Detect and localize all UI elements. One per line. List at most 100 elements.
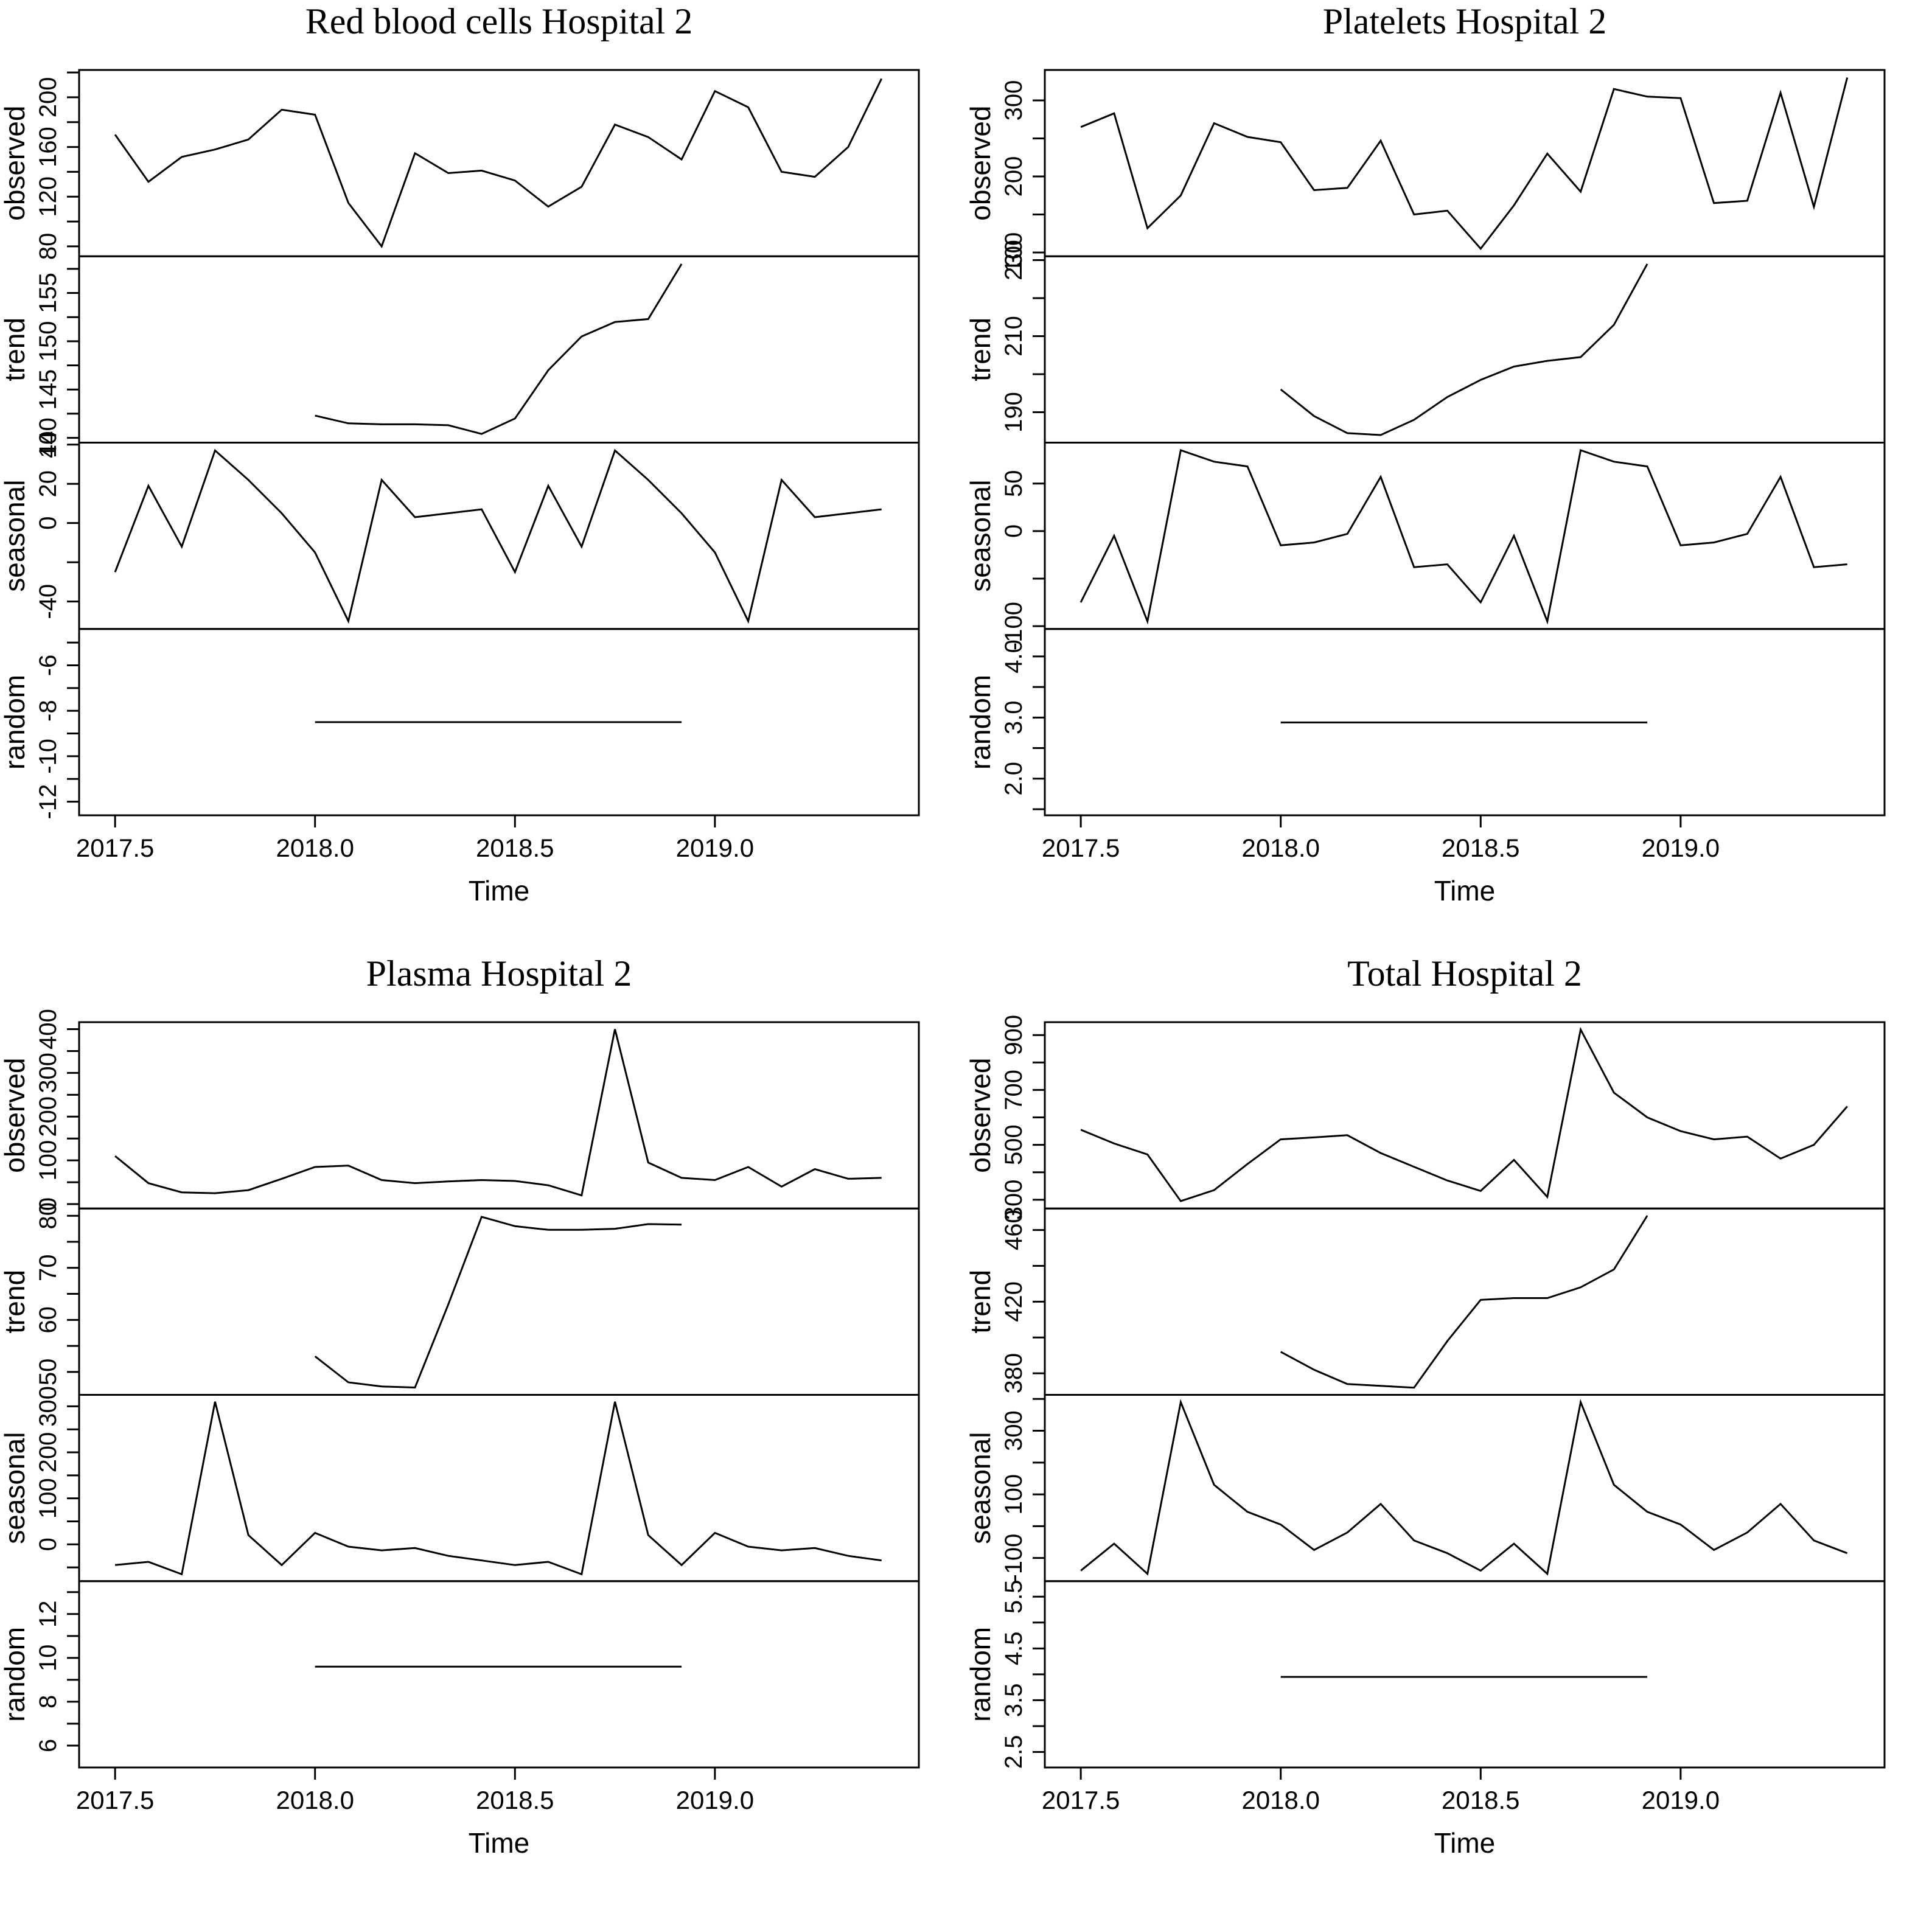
y-tick-label: 200 [1000,156,1027,197]
observed-line [1080,1026,1848,1202]
panel-box-seasonal [1044,442,1886,630]
plot-plasma-hospital-2: Plasma Hospital 2 observed 0 100 200 300 400 tr… [0,952,966,1905]
panel-label-trend: trend [0,1270,30,1334]
y-tick-label: 60 [35,1306,61,1334]
seasonal-line [1079,449,1847,625]
plot-total-hospital-2: Total Hospital 2 observed 300 500 700 900 tren… [966,952,1932,1905]
y-tick-label: 100 [1000,232,1027,273]
x-tick-label: 2018.5 [476,834,554,862]
figure-svg: Total Hospital 2 observed 300 500 700 900 tren… [966,953,1886,1859]
panel-label-trend: trend [966,1270,996,1334]
y-tick-label: 420 [1000,1281,1027,1322]
x-tick-label: 2018.0 [1241,834,1319,862]
y-tick-label: 100 [35,1478,61,1519]
y-tick-label: 380 [1000,1353,1027,1394]
y-tick-label: 300 [35,1053,61,1093]
x-axis-title: Time [1434,875,1496,907]
y-tick-label: 145 [35,369,61,410]
observed-line [114,78,883,248]
y-tick-label: 12 [35,1601,61,1628]
y-tick-label: 150 [35,321,61,362]
panel-label-random: random [966,675,996,770]
y-tick-label: 0 [35,1197,61,1211]
panel-box-trend [78,255,920,444]
y-tick-label: 200 [35,1432,61,1473]
y-tick-label: 70 [35,1255,61,1282]
figure-title: Total Hospital 2 [1347,953,1582,994]
seasonal-line [114,448,882,624]
y-tick-label: -100 [1000,1534,1027,1583]
y-tick-label: 20 [35,470,61,498]
y-tick-label: 50 [35,1359,61,1386]
y-tick-label: 10 [35,1645,61,1672]
seasonal-line [1080,1399,1848,1576]
y-tick-label: 0 [35,517,61,530]
y-tick-label: 80 [35,233,61,260]
panel-box-random [78,628,920,817]
y-tick-label: 160 [35,127,61,167]
y-tick-label: 120 [35,176,61,217]
x-tick-label: 2018.0 [276,1786,354,1814]
x-axis-title: Time [469,1827,530,1859]
panel-label-observed: observed [0,106,30,221]
x-tick-label: 2018.5 [1442,834,1519,862]
panel-box-random [1044,1580,1886,1769]
y-tick-label: 200 [35,1096,61,1137]
y-tick-label: 2.5 [1000,1735,1027,1769]
y-tick-label: 460 [1000,1210,1027,1250]
x-tick-label: 2019.0 [676,1786,754,1814]
figure-title: Red blood cells Hospital 2 [305,1,693,41]
figure-title: Plasma Hospital 2 [366,953,632,994]
x-tick-label: 2018.5 [1442,1786,1519,1814]
x-tick-label: 2017.5 [1042,1786,1120,1814]
y-tick-label: 230 [1000,240,1027,280]
panel-label-observed: observed [0,1058,30,1173]
y-tick-label: 155 [35,273,61,313]
panel-box-seasonal [78,442,920,630]
y-tick-label: 300 [1000,1410,1027,1451]
panel-box-trend [1044,1207,1886,1396]
x-tick-label: 2019.0 [1642,1786,1720,1814]
y-tick-label: 700 [1000,1070,1027,1110]
y-tick-label: 3.5 [1000,1684,1027,1718]
panel-box-trend [1044,255,1886,444]
y-tick-label: 2.0 [1000,762,1027,796]
y-tick-label: 0 [1000,524,1027,538]
trend-line [315,263,683,435]
y-tick-label: 190 [1000,392,1027,433]
y-tick-label: 140 [35,417,61,458]
x-axis-title: Time [1434,1827,1496,1859]
y-tick-label: 210 [1000,316,1027,357]
y-tick-label: -100 [1000,602,1027,650]
panel-label-random: random [966,1627,996,1722]
y-tick-label: -6 [35,655,61,677]
trend-line [1280,1215,1648,1389]
y-tick-label: 900 [1000,1015,1027,1056]
y-tick-label: 500 [1000,1124,1027,1165]
y-tick-label: 200 [35,77,61,118]
x-tick-label: 2019.0 [1642,834,1720,862]
y-tick-label: 5.5 [1000,1579,1027,1614]
y-tick-label: 400 [35,1009,61,1050]
x-tick-label: 2019.0 [676,834,754,862]
x-tick-label: 2018.5 [476,1786,554,1814]
y-tick-label: -8 [35,700,61,722]
x-tick-label: 2018.0 [276,834,354,862]
panel-label-seasonal: seasonal [0,480,30,592]
panel-label-seasonal: seasonal [966,480,996,592]
panel-label-random: random [0,675,30,770]
observed-line [1080,77,1849,251]
figure-title: Platelets Hospital 2 [1323,1,1607,41]
y-tick-label: 40 [35,431,61,458]
panel-label-trend: trend [966,318,996,381]
panel-box-trend [78,1207,920,1396]
y-tick-label: 300 [35,1386,61,1427]
x-tick-label: 2017.5 [1042,834,1120,862]
x-tick-label: 2017.5 [76,834,154,862]
trend-line [1280,263,1648,436]
plot-red-blood-cells-hospital-2: Red blood cells Hospital 2 observed 80 120 1… [0,0,966,952]
panel-label-observed: observed [966,1058,996,1173]
